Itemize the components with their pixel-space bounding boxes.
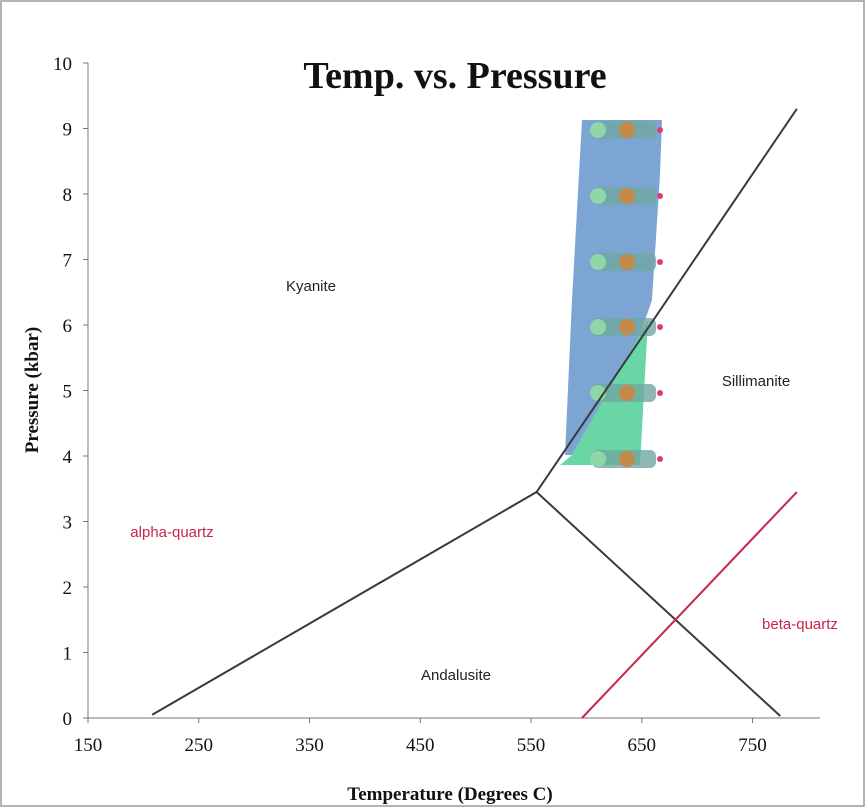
- y-axis-label: Pressure (kbar): [22, 327, 43, 453]
- icon: [590, 319, 606, 335]
- x-tick-label: 150: [74, 735, 103, 756]
- icon: [657, 127, 663, 133]
- y-tick-label: 1: [63, 644, 73, 665]
- x-tick-label: 250: [185, 735, 214, 756]
- x-axis-label: Temperature (Degrees C): [347, 784, 552, 805]
- region-label: Andalusite: [421, 667, 491, 684]
- y-tick-label: 8: [63, 185, 73, 206]
- icon: [657, 390, 663, 396]
- x-tick-label: 550: [517, 735, 546, 756]
- y-tick-label: 4: [63, 447, 73, 468]
- icon: [657, 456, 663, 462]
- y-tick-label: 9: [63, 120, 73, 141]
- y-tick-label: 3: [63, 513, 73, 534]
- icon: [619, 254, 635, 270]
- icon: [619, 385, 635, 401]
- x-tick-label: 450: [406, 735, 435, 756]
- phase-boundary: [535, 491, 781, 717]
- icon: [657, 259, 663, 265]
- x-tick-label: 350: [295, 735, 324, 756]
- y-tick-label: 5: [63, 382, 73, 403]
- x-tick-label: 750: [738, 735, 767, 756]
- y-tick-label: 7: [63, 251, 73, 272]
- icon: [619, 188, 635, 204]
- icon: [619, 319, 635, 335]
- y-tick-label: 6: [63, 316, 73, 337]
- icon: [657, 324, 663, 330]
- y-tick-label: 10: [53, 54, 72, 75]
- icon: [590, 451, 606, 467]
- region-label: Sillimanite: [722, 373, 790, 390]
- phase-boundary: [535, 108, 798, 493]
- region-label: alpha-quartz: [130, 524, 213, 541]
- icon: [590, 254, 606, 270]
- chart-title: Temp. vs. Pressure: [303, 55, 606, 97]
- x-tick-label: 650: [628, 735, 657, 756]
- icon: [590, 188, 606, 204]
- icon: [590, 122, 606, 138]
- icon: [619, 451, 635, 467]
- icon: [619, 122, 635, 138]
- y-tick-label: 2: [63, 578, 73, 599]
- green-band: [560, 320, 648, 465]
- region-label: beta-quartz: [762, 616, 838, 633]
- phase-boundary: [581, 491, 798, 719]
- region-label: Kyanite: [286, 278, 336, 295]
- icon: [657, 193, 663, 199]
- y-tick-label: 0: [63, 709, 73, 730]
- phase-boundary: [151, 491, 538, 716]
